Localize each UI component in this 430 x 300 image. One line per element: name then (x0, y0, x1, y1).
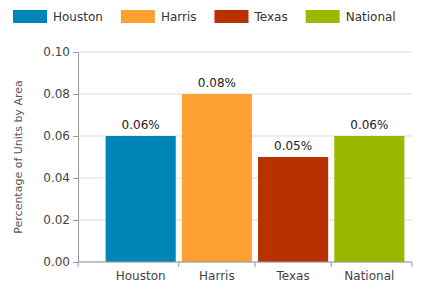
bar (334, 136, 404, 262)
y-tick-label: 0.08 (43, 87, 70, 101)
x-separator (412, 262, 413, 267)
grid (78, 52, 412, 262)
y-tick-mark (73, 262, 78, 263)
legend: Houston Harris Texas National (13, 10, 396, 24)
y-tick-label: 0.00 (43, 255, 70, 269)
x-tick: Houston (116, 262, 166, 283)
y-tick-mark (73, 136, 78, 137)
y-tick-label: 0.06 (43, 129, 70, 143)
y-tick-mark (73, 220, 78, 221)
x-tick: Harris (199, 262, 235, 283)
legend-swatch (215, 10, 249, 23)
legend-label: Texas (254, 10, 288, 24)
data-label: 0.05% (274, 139, 312, 153)
legend-swatch (13, 10, 47, 23)
x-separator (331, 262, 332, 267)
y-tick: 0.10 (43, 45, 78, 59)
y-axis-line (78, 53, 79, 263)
legend-item: Houston (13, 10, 103, 24)
x-tick-label: Harris (199, 269, 235, 283)
y-tick: 0.06 (43, 129, 78, 143)
bars (106, 94, 405, 262)
data-label: 0.06% (350, 118, 388, 132)
chart: 0.00 0.02 0.04 0.06 0.08 0.10 Houston Harris Tex… (0, 0, 430, 300)
y-tick-label: 0.10 (43, 45, 70, 59)
legend-item: Texas (215, 10, 288, 24)
plot: 0.00 0.02 0.04 0.06 0.08 0.10 Houston Harris Tex… (43, 45, 412, 282)
y-tick-mark (73, 178, 78, 179)
x-tick: Texas (276, 262, 310, 283)
legend-swatch (306, 10, 340, 23)
y-axis-title: Percentage of Units by Area (12, 80, 25, 233)
x-separator (178, 262, 179, 267)
y-tick: 0.08 (43, 87, 78, 101)
y-tick: 0.00 (43, 255, 78, 269)
legend-label: National (346, 10, 396, 24)
grid-line (78, 52, 412, 53)
legend-swatch (121, 10, 155, 23)
x-tick-label: Houston (116, 269, 166, 283)
y-tick-mark (73, 52, 78, 53)
x-tick: National (344, 262, 394, 283)
bar (182, 94, 252, 262)
data-label: 0.06% (122, 118, 160, 132)
legend-label: Harris (161, 10, 197, 24)
data-labels: 0.06% 0.08% 0.05% 0.06% (122, 76, 389, 153)
x-tick-label: National (344, 269, 394, 283)
legend-item: National (306, 10, 396, 24)
y-axis: 0.00 0.02 0.04 0.06 0.08 0.10 (43, 45, 78, 269)
x-axis-line (78, 262, 412, 263)
x-separator (255, 262, 256, 267)
legend-label: Houston (53, 10, 103, 24)
y-tick-label: 0.02 (43, 213, 70, 227)
bar (258, 157, 328, 262)
x-separator (78, 262, 79, 267)
y-tick-mark (73, 94, 78, 95)
data-label: 0.08% (198, 76, 236, 90)
grid-line (78, 262, 412, 263)
y-tick: 0.02 (43, 213, 78, 227)
bar (106, 136, 176, 262)
y-tick-label: 0.04 (43, 171, 70, 185)
x-tick-label: Texas (276, 269, 310, 283)
legend-item: Harris (121, 10, 197, 24)
y-tick: 0.04 (43, 171, 78, 185)
x-axis: Houston Harris Texas National (78, 262, 412, 283)
